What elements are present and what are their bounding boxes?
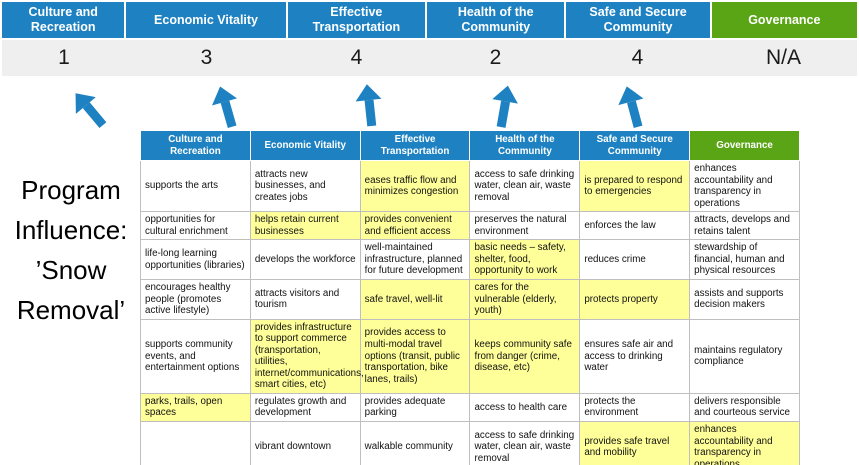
matrix-cell: provides infrastructure to support comme… [249,318,364,394]
matrix-cell: provides adequate parking [359,392,471,423]
score-safe-and-secure-community: 4 [631,46,644,69]
matrix-cell: ensures safe air and access to drinking … [579,318,691,394]
title-line: Removal’ [16,295,126,325]
matrix-cell: cares for the vulnerable (elderly, youth… [469,279,581,320]
matrix-cell: enhances accountability and transparency… [689,421,800,465]
matrix-cell: is prepared to respond to emergencies [579,160,691,213]
matrix-header-health-of-the-community: Health of the Community [469,129,581,162]
matrix-cell: protects property [579,279,691,320]
arrow-shaft [364,99,376,127]
matrix-cell: preserves the natural environment [469,211,581,241]
matrix-cell: helps retain current businesses [249,211,361,241]
banner-economic-vitality: Economic Vitality [126,2,286,38]
matrix-header-culture-and-recreation: Culture and Recreation [140,129,251,162]
matrix-cell: safe travel, well-lit [359,279,471,320]
matrix-cell: regulates growth and development [249,392,361,423]
matrix-cell: supports community events, and entertain… [140,318,251,394]
matrix-cell: well-maintained infrastructure, planned … [359,239,471,281]
matrix-cell: access to health care [469,392,581,423]
table-row: life-long learning opportunities (librar… [140,239,800,281]
up-arrow-icon [614,82,651,132]
banner-effective-transportation: Effective Transportation [287,2,426,38]
up-arrow-icon [353,82,384,129]
matrix-cell: develops the workforce [249,239,361,281]
title-line: ’Snow [35,255,107,285]
table-row: supports community events, and entertain… [140,318,800,394]
score-band: 1 3 4 2 4 N/A [2,40,857,76]
matrix-cell: provides access to multi-modal travel op… [359,318,471,394]
matrix-cell: access to safe drinking water, clean air… [469,160,581,213]
matrix-cell: vibrant downtown [249,421,361,465]
program-influence-title: Program Influence: ’Snow Removal’ [0,170,142,330]
matrix-cell: assists and supports decision makers [689,279,800,320]
banner-safe-and-secure-community: Safe and Secure Community [566,2,710,38]
arrow-shaft [220,100,236,129]
arrow-shaft [626,100,642,129]
matrix-cell: reduces crime [579,239,691,281]
matrix-header-safe-and-secure-community: Safe and Secure Community [579,129,691,162]
matrix-cell: keeps community safe from danger (crime,… [469,318,581,394]
score-governance: N/A [765,46,801,69]
score-economic-vitality: 3 [200,46,213,69]
matrix-cell: encourages healthy people (promotes acti… [140,279,251,320]
matrix-cell: life-long learning opportunities (librar… [140,239,251,281]
influence-matrix: Culture and Recreation Economic Vitality E… [140,129,800,465]
matrix-header-effective-transportation: Effective Transportation [359,129,471,162]
matrix-cell: attracts, develops and retains talent [689,211,800,241]
matrix-cell: stewardship of financial, human and phys… [689,239,800,281]
matrix-cell: maintains regulatory compliance [689,318,800,394]
table-row: vibrant downtown walkable community access… [140,421,800,465]
matrix-header-row: Culture and Recreation Economic Vitality E… [140,129,800,162]
arrow-head [492,83,521,104]
matrix-cell: parks, trails, open spaces [140,392,251,423]
banner-health-of-the-community: Health of the Community [427,2,565,38]
matrix-cell: supports the arts [140,160,251,213]
arrow-shaft [496,100,510,128]
matrix-head: Culture and Recreation Economic Vitality E… [140,129,800,162]
arrow-shaft [82,102,106,129]
matrix-cell: provides safe travel and mobility [579,421,691,465]
up-arrow-icon [487,83,521,131]
category-banner: Culture and Recreation Economic Vitality… [2,2,857,38]
up-arrow-icon [207,82,245,132]
score-health-of-the-community: 2 [489,46,502,69]
score-effective-transportation: 4 [350,46,363,69]
title-line: Influence: [14,215,128,245]
matrix-cell: access to safe drinking water, clean air… [469,421,581,465]
matrix-cell: walkable community [359,421,471,465]
matrix-cell: basic needs – safety, shelter, food, opp… [469,239,581,281]
banner-culture-and-recreation: Culture and Recreation [2,2,125,38]
matrix-cell: attracts visitors and tourism [249,279,361,320]
table-row: opportunities for cultural enrichment hel… [140,211,800,241]
title-line: Program [21,175,121,205]
banner-governance: Governance [711,2,857,38]
matrix-cell: delivers responsible and courteous servi… [689,392,800,423]
table-row: supports the arts attracts new businesses… [140,160,800,213]
matrix-cell: enhances accountability and transparency… [689,160,800,213]
matrix-header-economic-vitality: Economic Vitality [249,129,361,162]
up-arrow-icon [65,84,114,135]
matrix-body: supports the arts attracts new businesses… [140,160,800,465]
matrix-cell: provides convenient and efficient access [359,211,471,241]
matrix-cell: opportunities for cultural enrichment [140,211,251,241]
matrix-cell: enforces the law [579,211,691,241]
table-row: encourages healthy people (promotes acti… [140,279,800,320]
matrix-cell: eases traffic flow and minimizes congest… [359,160,471,213]
score-culture-and-recreation: 1 [58,46,70,69]
table-row: parks, trails, open spaces regulates grow… [140,392,800,423]
matrix-cell: protects the environment [579,392,691,423]
matrix-cell: attracts new businesses, and creates job… [249,160,361,213]
matrix-header-governance: Governance [689,129,800,162]
matrix-cell [140,421,251,465]
arrow-head [353,82,382,102]
